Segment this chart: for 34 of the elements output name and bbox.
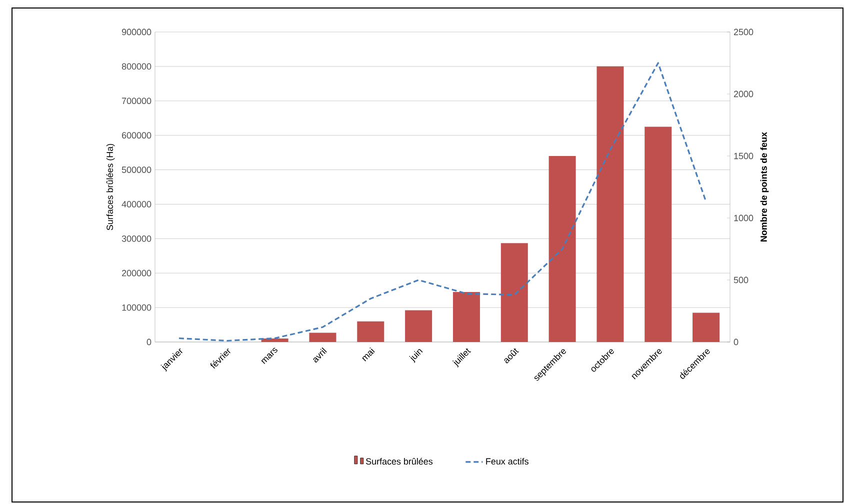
y-tick-label: 200000: [122, 270, 152, 276]
y-tick-label: 0: [146, 338, 152, 346]
y-tick-label: 100000: [122, 304, 152, 311]
line-series: [178, 62, 707, 342]
y-tick-label: 300000: [122, 235, 152, 242]
y2-tick-label: 1000: [734, 214, 754, 222]
y2-tick-label: 1500: [734, 152, 754, 160]
y-axis-title: Surfaces brûlées (Ha): [106, 144, 115, 230]
y2-tick-label: 0: [734, 338, 738, 346]
y-tick-label: 600000: [122, 132, 152, 138]
bar: [692, 312, 720, 342]
y-tick-label: 500000: [122, 166, 152, 173]
bar: [548, 156, 576, 342]
x-tick-label: juin: [409, 349, 423, 363]
bar: [405, 310, 432, 342]
bar: [644, 126, 672, 342]
x-tick-label: mai: [362, 347, 375, 362]
y-tick-label: 400000: [122, 201, 152, 208]
bar: [309, 332, 336, 342]
bar: [500, 243, 528, 342]
y2-tick-label: 2500: [734, 28, 754, 36]
x-tick-label: avril: [313, 347, 327, 362]
y-tick-label: 900000: [122, 28, 152, 36]
y-tick-label: 700000: [122, 98, 152, 104]
bar: [261, 338, 288, 342]
y2-tick-label: 500: [734, 276, 748, 284]
y2-tick-label: 2000: [734, 90, 754, 98]
y-tick-label: 800000: [122, 63, 152, 70]
bar: [452, 292, 480, 342]
bar: [357, 321, 384, 342]
bar: [596, 66, 624, 342]
y2-axis-title: Nombre de points de feux: [760, 132, 769, 242]
legend-label: Feux actifs: [486, 458, 528, 465]
legend-label: Surfaces brûlées: [366, 458, 433, 465]
